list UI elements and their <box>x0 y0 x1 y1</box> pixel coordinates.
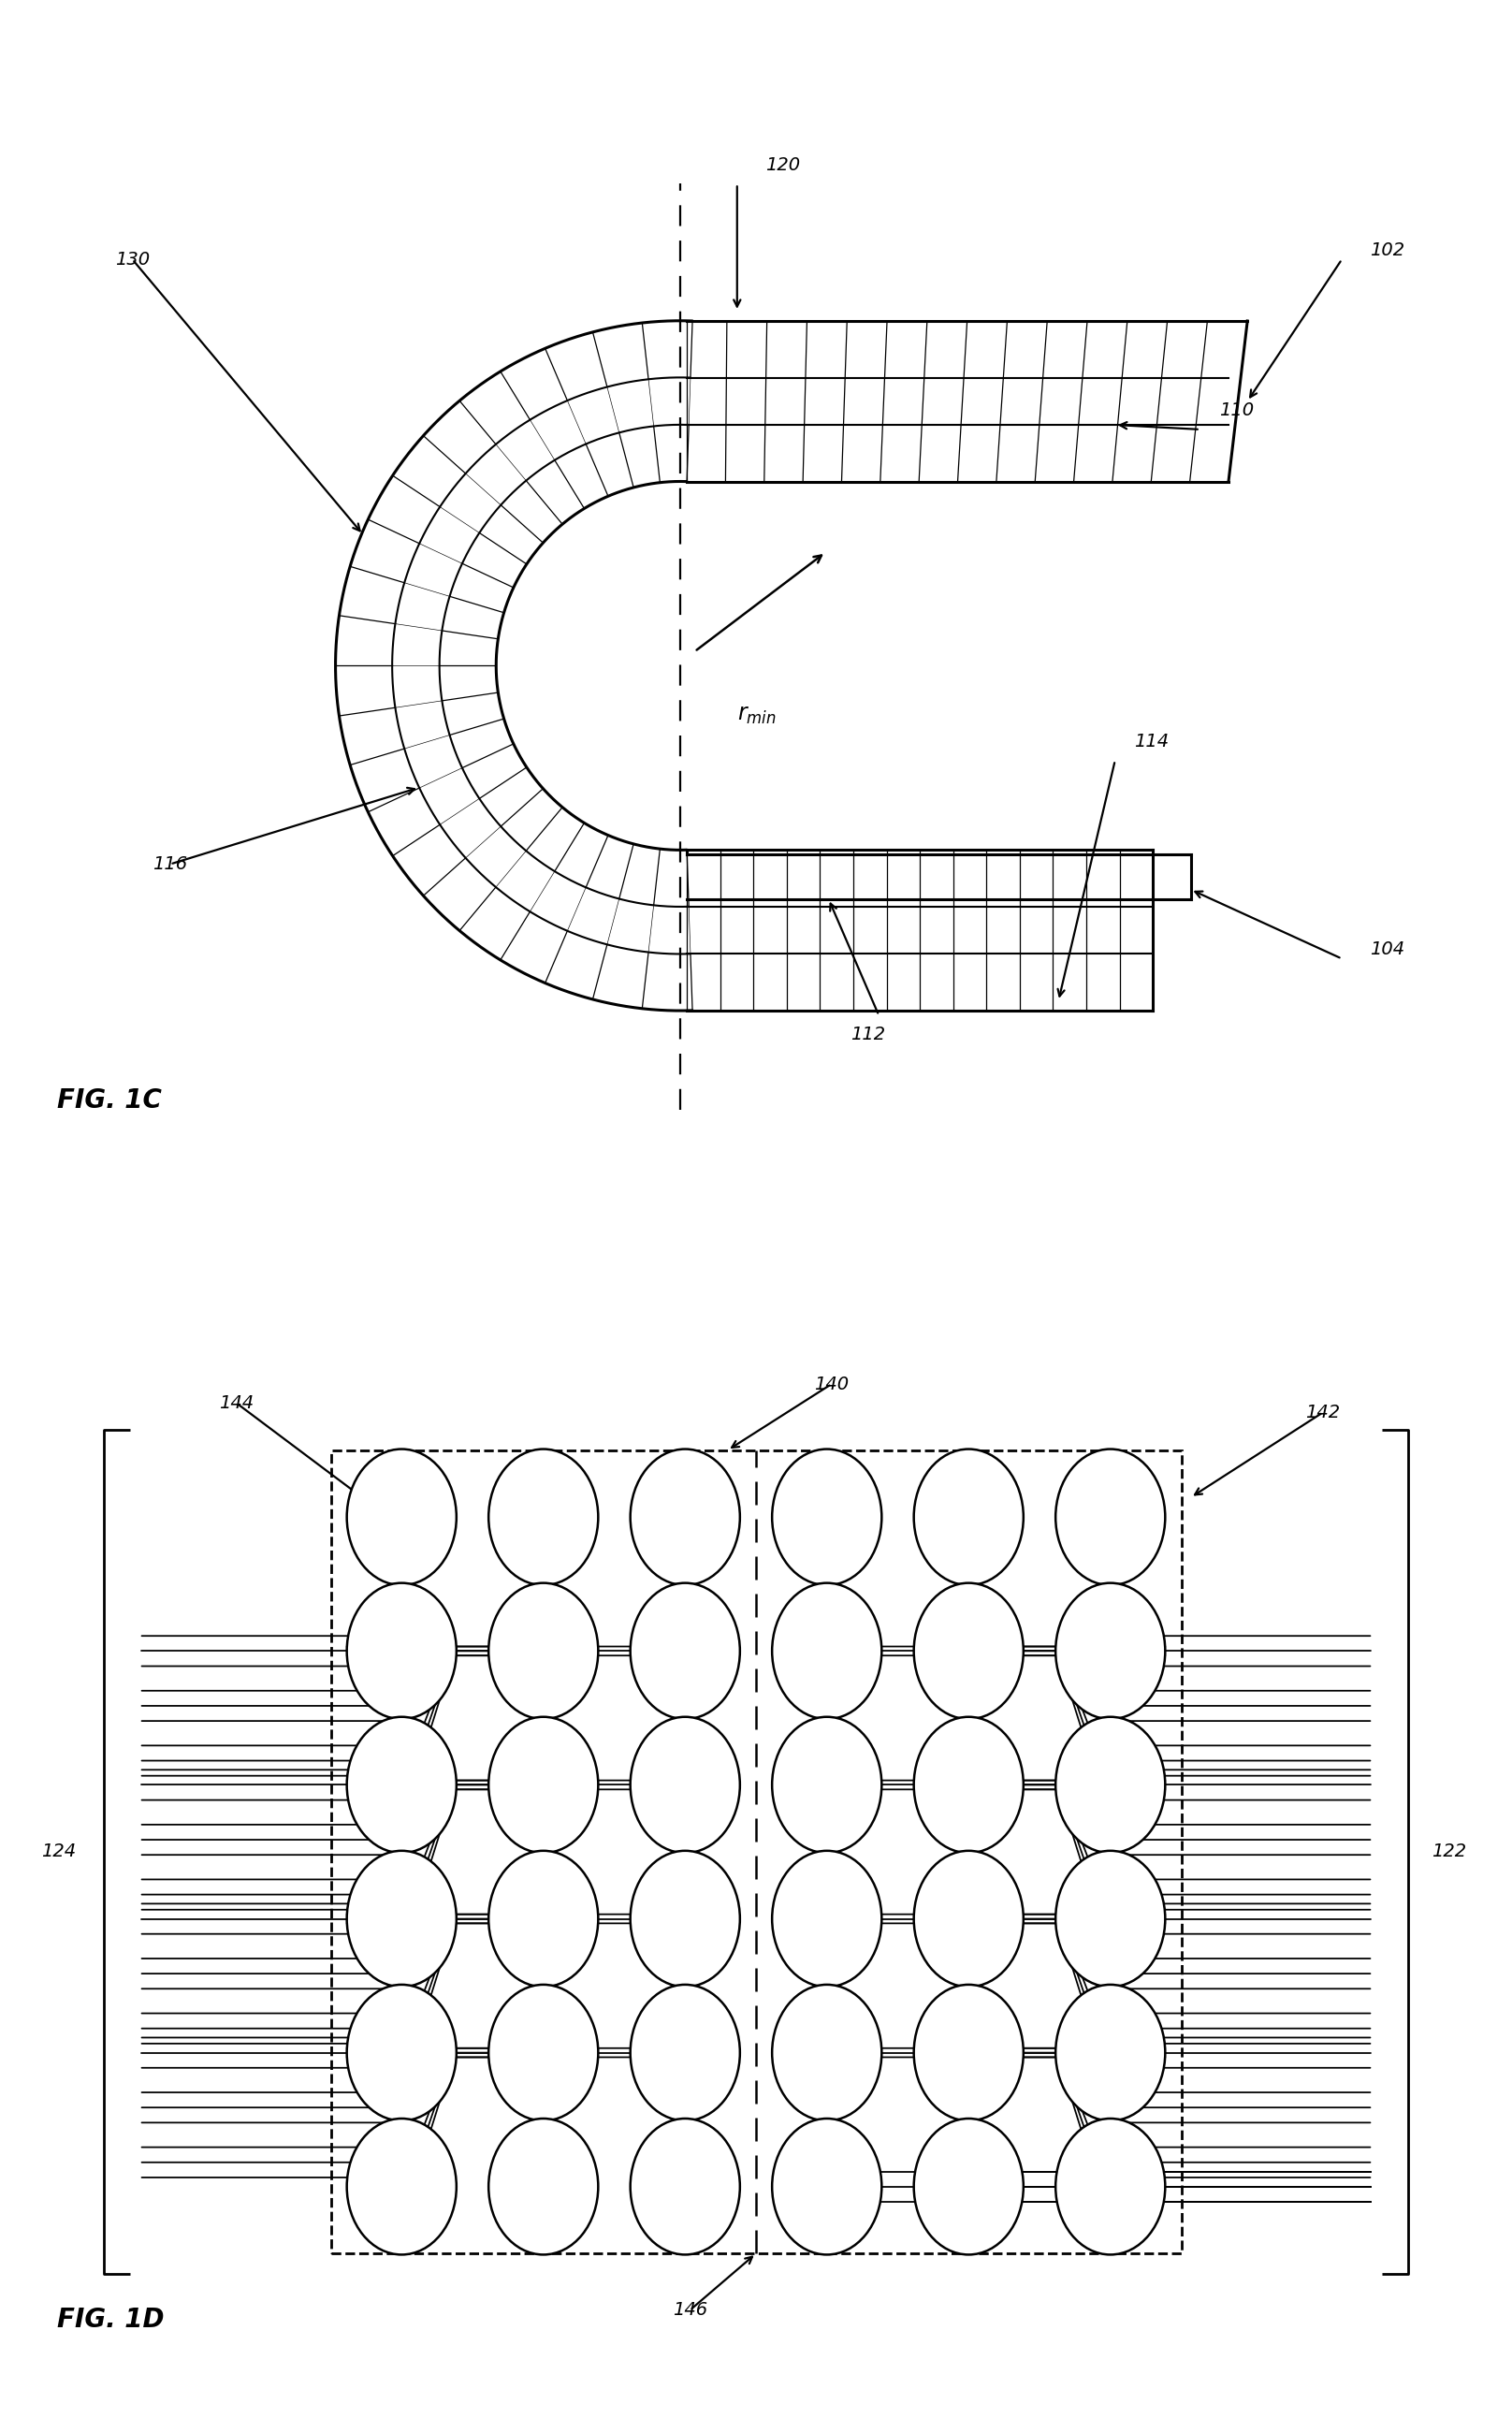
Ellipse shape <box>913 1985 1024 2121</box>
Ellipse shape <box>488 2118 599 2254</box>
Ellipse shape <box>488 1985 599 2121</box>
Text: 110: 110 <box>1219 401 1253 418</box>
Text: $r_{min}$: $r_{min}$ <box>738 704 776 725</box>
Ellipse shape <box>346 1717 457 1852</box>
Ellipse shape <box>346 2118 457 2254</box>
Ellipse shape <box>346 1448 457 1586</box>
Ellipse shape <box>488 1584 599 1719</box>
Ellipse shape <box>913 1717 1024 1852</box>
Ellipse shape <box>346 1850 457 1988</box>
Text: 146: 146 <box>673 2302 708 2319</box>
Ellipse shape <box>1055 1717 1166 1852</box>
Ellipse shape <box>1055 1448 1166 1586</box>
Text: 130: 130 <box>115 251 150 268</box>
Ellipse shape <box>773 1448 881 1586</box>
Ellipse shape <box>1055 1985 1166 2121</box>
Ellipse shape <box>913 1850 1024 1988</box>
Ellipse shape <box>488 1717 599 1852</box>
Text: 112: 112 <box>850 1025 885 1042</box>
Ellipse shape <box>631 2118 739 2254</box>
Bar <box>331 1451 1181 2254</box>
Ellipse shape <box>346 1985 457 2121</box>
Ellipse shape <box>488 1448 599 1586</box>
Text: FIG. 1C: FIG. 1C <box>57 1088 162 1115</box>
Text: 124: 124 <box>41 1843 76 1862</box>
Ellipse shape <box>913 2118 1024 2254</box>
Ellipse shape <box>913 1584 1024 1719</box>
Ellipse shape <box>1055 1584 1166 1719</box>
Text: 142: 142 <box>1306 1402 1340 1422</box>
Ellipse shape <box>913 1448 1024 1586</box>
Text: 102: 102 <box>1370 242 1405 259</box>
Ellipse shape <box>773 1985 881 2121</box>
Ellipse shape <box>346 1584 457 1719</box>
Text: 104: 104 <box>1370 941 1405 958</box>
Ellipse shape <box>773 1717 881 1852</box>
Ellipse shape <box>1055 2118 1166 2254</box>
Ellipse shape <box>631 1448 739 1586</box>
Text: FIG. 1D: FIG. 1D <box>57 2307 163 2333</box>
Ellipse shape <box>631 1584 739 1719</box>
Text: 122: 122 <box>1432 1843 1467 1862</box>
Ellipse shape <box>631 1850 739 1988</box>
Ellipse shape <box>631 1717 739 1852</box>
Text: 114: 114 <box>1134 733 1169 750</box>
Ellipse shape <box>773 1584 881 1719</box>
Text: 144: 144 <box>219 1395 254 1412</box>
Ellipse shape <box>488 1850 599 1988</box>
Ellipse shape <box>631 1985 739 2121</box>
Ellipse shape <box>1055 1850 1166 1988</box>
Text: 116: 116 <box>153 856 187 873</box>
Text: 140: 140 <box>815 1376 848 1393</box>
Ellipse shape <box>773 1850 881 1988</box>
Text: 120: 120 <box>765 155 800 174</box>
Ellipse shape <box>773 2118 881 2254</box>
